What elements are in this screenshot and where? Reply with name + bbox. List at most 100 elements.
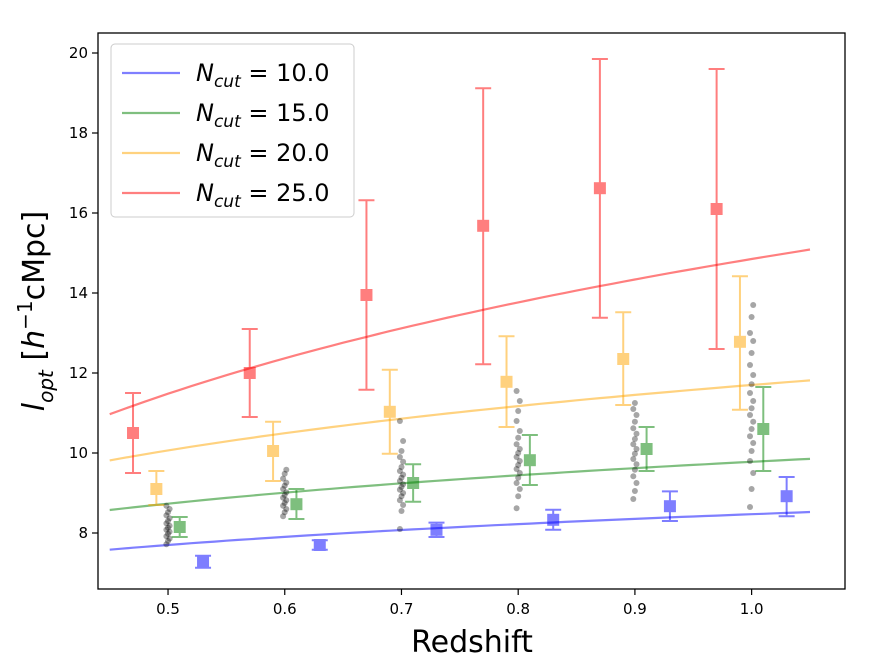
sample-point [400,490,407,496]
x-tick-label: 0.8 [506,600,530,618]
sample-point [513,466,520,472]
sample-point [163,520,170,527]
sample-point [513,480,520,486]
y-tick-label: 20 [69,44,88,62]
sample-point [747,458,753,464]
error-bar-2-2 [288,488,305,520]
sample-point [166,522,173,529]
sample-point [283,506,290,512]
sample-point [163,533,170,540]
sample-point [398,508,405,514]
data-marker [407,477,420,489]
sample-point [515,462,522,468]
x-tick-label: 0.6 [273,600,297,618]
error-bar-2-1 [171,516,188,538]
sample-point [631,466,638,473]
sample-point [281,492,288,498]
fit-line-1 [109,510,811,551]
plot-frame [97,32,846,590]
data-marker [523,454,536,467]
error-bar-3-3 [381,368,398,455]
legend-label-1: Ncut = 10.0 [196,59,330,92]
sample-point [748,486,755,492]
data-marker [593,182,606,195]
legend: Ncut = 10.0 Ncut = 15.0 Ncut = 20.0 Ncut = … [110,43,355,218]
x-tick-label: 0.7 [390,600,414,618]
sample-point [398,474,405,481]
data-marker [430,523,443,536]
data-marker [640,443,653,455]
sample-point [747,362,753,368]
fit-line-4 [109,248,811,416]
x-tick-label: 0.5 [156,600,180,618]
sample-point [396,526,403,532]
sample-point [515,450,522,456]
sample-point [631,488,638,494]
y-axis-ticks: 8 10 12 14 16 18 20 [69,44,98,542]
sample-point [748,350,755,356]
sample-point [747,412,753,418]
sample-point [280,486,287,492]
sample-point [513,454,520,460]
sample-point [281,509,288,516]
sample-point [633,480,640,486]
error-bar-2-6 [755,386,772,472]
sample-point [516,398,523,404]
sample-point [516,428,523,434]
sample-point [633,461,640,468]
sample-point [280,502,287,509]
error-bar-4-6 [708,68,725,350]
error-bars [125,58,795,569]
sample-point [750,440,757,446]
error-bar-1-6 [778,476,795,518]
error-bar-4-1 [125,392,142,474]
sample-point [281,470,288,477]
sample-point [515,434,522,441]
sample-point [630,425,637,432]
sample-point [513,388,520,394]
sample-point [513,441,520,448]
sample-point [516,458,523,464]
data-marker [663,500,676,513]
data-marker [733,335,746,348]
data-marker [197,555,210,568]
legend-label-2: Ncut = 15.0 [196,99,330,132]
error-bar-3-5 [615,311,632,406]
y-tick-label: 16 [69,204,88,222]
sample-point [630,473,637,480]
error-bar-2-4 [521,434,538,486]
sample-point [166,528,173,535]
data-marker [360,289,373,301]
error-bar-1-4 [545,508,562,531]
sample-point [398,464,405,470]
error-bar-3-1 [148,470,165,506]
sample-point [400,438,407,444]
sample-point [750,418,757,425]
sample-point [400,502,407,508]
x-axis-title: Redshift [411,625,533,660]
data-marker [313,539,326,551]
sample-point [163,526,170,533]
sample-point [281,500,288,506]
fit-line-2 [109,457,811,512]
sample-point [396,486,403,493]
y-tick-label: 8 [78,524,88,542]
fit-line-3 [109,379,811,462]
sample-point [631,450,638,457]
sample-point [750,338,757,344]
sample-point [747,504,753,510]
sample-point [750,398,757,404]
data-marker [617,353,630,365]
error-bar-1-3 [428,521,445,538]
data-marker [710,203,723,215]
sample-point [280,494,287,501]
sample-point [280,475,287,482]
legend-label-4: Ncut = 25.0 [196,179,330,212]
sample-point [515,493,522,500]
sample-point [750,470,757,476]
fit-lines [109,248,811,551]
data-marker [500,375,513,388]
y-tick-label: 12 [69,364,88,382]
data-marker [150,483,163,495]
